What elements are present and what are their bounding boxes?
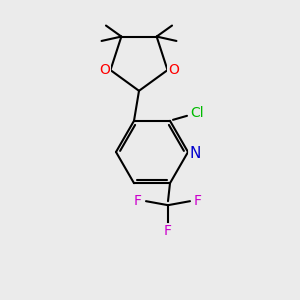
Text: F: F xyxy=(134,194,142,208)
Text: F: F xyxy=(194,194,202,208)
Text: N: N xyxy=(189,146,201,161)
Text: Cl: Cl xyxy=(190,106,204,120)
Text: O: O xyxy=(168,63,179,77)
Text: O: O xyxy=(99,63,110,77)
Text: F: F xyxy=(164,224,172,238)
